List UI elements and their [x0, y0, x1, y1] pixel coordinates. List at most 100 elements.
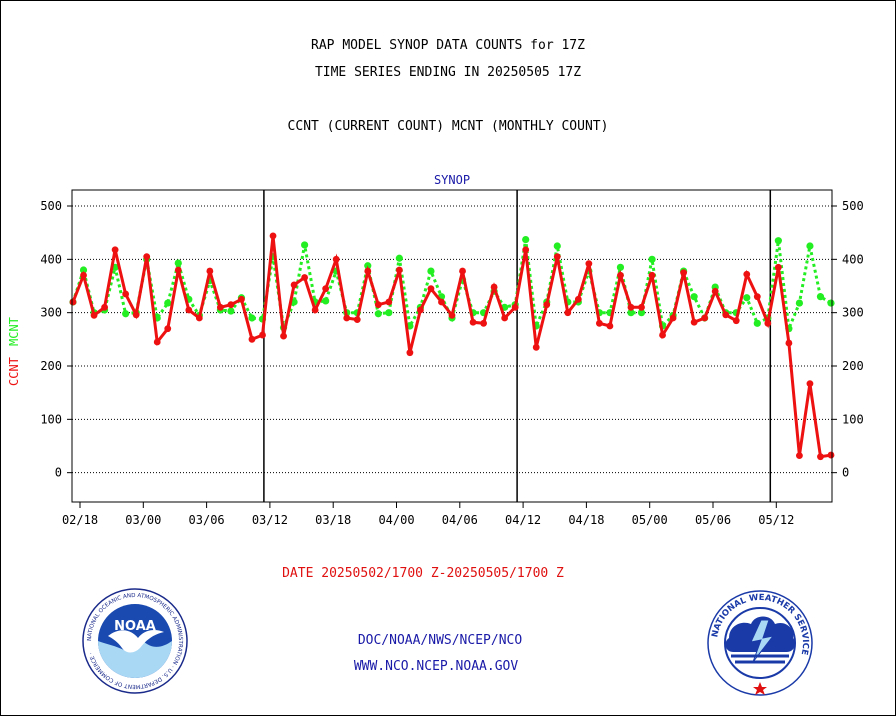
y-tick-label-left: 0 — [55, 466, 62, 480]
data-point-mcnt — [648, 255, 656, 263]
data-point-mcnt — [690, 293, 698, 301]
y-tick-label-left: 500 — [40, 199, 62, 213]
data-point-ccnt — [206, 267, 214, 275]
data-point-ccnt — [501, 314, 509, 322]
data-point-ccnt — [690, 318, 698, 326]
x-axis-ticks: 02/18 03/00 03/06 03/12 03/18 04/00 04/06 04/12… — [62, 502, 794, 527]
data-point-mcnt — [816, 293, 825, 301]
x-tick-label: 05/06 — [695, 513, 731, 527]
data-point-ccnt — [332, 255, 340, 263]
data-point-ccnt — [764, 319, 772, 327]
data-point-ccnt — [659, 331, 666, 339]
y-tick-label-right: 100 — [842, 412, 864, 426]
data-point-ccnt — [269, 232, 277, 240]
y-tick-label-right: 500 — [842, 199, 864, 213]
x-tick-label: 05/12 — [758, 513, 794, 527]
date-range-label: DATE 20250502/1700 Z-20250505/1700 Z — [282, 566, 564, 581]
data-point-mcnt — [553, 242, 561, 250]
y-tick-label-right: 400 — [842, 252, 864, 266]
data-point-ccnt — [174, 266, 182, 274]
data-point-ccnt — [722, 311, 730, 319]
data-point-ccnt — [227, 301, 235, 309]
data-point-ccnt — [480, 319, 487, 327]
data-point-ccnt — [322, 285, 330, 293]
data-point-mcnt — [427, 267, 435, 275]
nws-logo: NATIONAL WEATHER SERVICE — [707, 590, 813, 696]
data-point-ccnt — [238, 295, 245, 303]
data-point-ccnt — [459, 267, 466, 275]
x-tick-label: 03/06 — [189, 513, 225, 527]
chart-title-line1: RAP MODEL SYNOP DATA COUNTS for 17Z — [311, 38, 585, 53]
data-point-ccnt — [585, 260, 593, 267]
data-point-ccnt — [132, 311, 140, 319]
data-point-ccnt — [185, 306, 193, 314]
data-point-ccnt — [669, 314, 677, 322]
data-point-mcnt — [374, 310, 382, 318]
data-point-ccnt — [164, 325, 172, 333]
data-point-ccnt — [101, 303, 108, 311]
x-tick-label: 03/00 — [125, 513, 161, 527]
nco-website-link[interactable]: WWW.NCO.NCEP.NOAA.GOV — [353, 659, 519, 674]
data-point-mcnt — [637, 309, 646, 317]
data-point-ccnt — [806, 380, 814, 387]
y-tick-label-right: 300 — [842, 306, 864, 320]
data-point-mcnt — [164, 299, 172, 307]
data-point-ccnt — [627, 303, 635, 311]
data-point-ccnt — [111, 246, 119, 254]
data-point-ccnt — [153, 338, 161, 346]
data-point-ccnt — [80, 271, 87, 279]
data-point-ccnt — [259, 331, 266, 339]
data-point-ccnt — [743, 270, 751, 278]
data-point-mcnt — [79, 266, 88, 274]
data-point-ccnt — [301, 274, 309, 281]
grid-lines — [72, 205, 832, 474]
data-point-ccnt — [385, 298, 393, 306]
data-point-ccnt — [595, 319, 603, 327]
chart-subtitle: CCNT (CURRENT COUNT) MCNT (MONTHLY COUNT… — [287, 119, 609, 134]
data-point-mcnt — [122, 310, 130, 318]
data-point-mcnt — [395, 254, 403, 262]
chart-title-line2: TIME SERIES ENDING IN 20250505 17Z — [314, 65, 582, 80]
x-tick-label: 04/00 — [378, 513, 414, 527]
series-group — [69, 232, 835, 461]
x-tick-label: 02/18 — [62, 513, 98, 527]
y-tick-label-left: 200 — [40, 359, 62, 373]
series-line-ccnt — [71, 235, 832, 459]
data-point-ccnt — [701, 314, 709, 322]
data-point-ccnt — [774, 263, 782, 271]
data-point-ccnt — [290, 281, 298, 289]
data-point-ccnt — [374, 301, 382, 309]
data-point-ccnt — [617, 271, 624, 279]
data-point-ccnt — [753, 293, 761, 301]
data-point-ccnt — [448, 311, 456, 319]
day-separator-lines — [263, 190, 772, 502]
data-point-ccnt — [796, 452, 803, 459]
data-point-ccnt — [69, 298, 77, 306]
data-point-ccnt — [427, 285, 435, 293]
y-tick-label-left: 300 — [40, 306, 62, 320]
y-axis-label-ccnt: CCNT — [7, 357, 21, 386]
data-point-mcnt — [522, 236, 530, 244]
data-point-mcnt — [753, 319, 761, 327]
noaa-logo-text: NOAA — [114, 619, 156, 634]
data-point-ccnt — [827, 451, 835, 459]
data-point-ccnt — [195, 314, 203, 322]
data-point-ccnt — [364, 267, 372, 275]
data-point-mcnt — [364, 262, 372, 270]
data-point-mcnt — [774, 237, 782, 245]
x-tick-label: 03/18 — [315, 513, 351, 527]
data-point-mcnt — [827, 299, 835, 307]
nco-path-link[interactable]: DOC/NOAA/NWS/NCEP/NCO — [357, 633, 523, 648]
data-point-ccnt — [732, 317, 740, 325]
data-point-ccnt — [553, 253, 561, 261]
data-point-ccnt — [638, 303, 645, 311]
y-tick-label-right: 200 — [842, 359, 864, 373]
data-point-ccnt — [574, 295, 582, 303]
x-tick-label: 03/12 — [252, 513, 288, 527]
data-point-mcnt — [174, 259, 182, 267]
data-point-mcnt — [743, 294, 751, 302]
y-axis-label-group: CCNT MCNT — [7, 317, 21, 386]
data-point-ccnt — [711, 287, 719, 295]
data-point-ccnt — [216, 303, 224, 311]
